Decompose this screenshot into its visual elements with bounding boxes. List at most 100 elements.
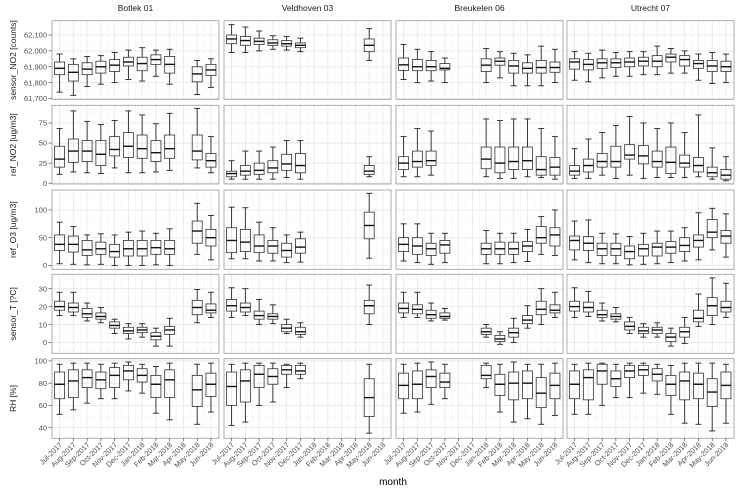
- box-iqr: [596, 58, 608, 69]
- box-iqr: [480, 364, 492, 380]
- box-iqr: [624, 245, 636, 260]
- box: [651, 45, 663, 76]
- box-iqr: [294, 326, 306, 335]
- box-iqr: [693, 59, 704, 69]
- box: [150, 123, 162, 173]
- box-iqr: [205, 303, 217, 314]
- box-iqr: [123, 132, 134, 158]
- box: [706, 207, 718, 251]
- box: [191, 289, 203, 324]
- box-iqr: [425, 59, 437, 72]
- facet-panel: [223, 358, 392, 439]
- box: [150, 366, 162, 414]
- box: [679, 316, 691, 344]
- box: [439, 363, 451, 400]
- box: [582, 138, 594, 179]
- box: [508, 118, 520, 179]
- box: [425, 232, 437, 265]
- facet-panel: [51, 273, 220, 354]
- panel-border: [395, 358, 564, 439]
- box: [693, 114, 704, 178]
- facet-panel: [51, 20, 220, 100]
- box: [494, 331, 506, 345]
- box: [720, 282, 732, 318]
- y-axis-title: RH [%]: [8, 385, 18, 412]
- box-iqr: [164, 369, 176, 399]
- box: [226, 363, 238, 426]
- box: [638, 51, 649, 76]
- box: [706, 147, 718, 180]
- panel-border: [566, 20, 735, 100]
- box: [569, 287, 580, 318]
- y-tick-label: 0: [43, 261, 47, 270]
- panel-border: [223, 273, 392, 354]
- box: [267, 304, 279, 325]
- box: [522, 305, 533, 329]
- box: [425, 130, 437, 176]
- box: [136, 230, 148, 266]
- box: [411, 362, 423, 413]
- y-tick-label: 0: [43, 179, 47, 188]
- box-iqr: [535, 156, 547, 176]
- box-iqr: [191, 134, 203, 161]
- facet-panel: [566, 189, 735, 270]
- box: [480, 48, 492, 84]
- box: [651, 322, 663, 338]
- facet-panel: [223, 273, 392, 354]
- box-iqr: [610, 145, 622, 168]
- box: [480, 118, 492, 178]
- box-iqr: [54, 234, 65, 251]
- box: [610, 307, 622, 323]
- panel-border: [51, 273, 220, 354]
- box: [164, 317, 176, 347]
- box-iqr: [54, 371, 65, 400]
- y-tick-label: 40: [39, 423, 47, 432]
- box: [281, 234, 293, 264]
- box: [109, 234, 121, 266]
- box: [81, 120, 93, 174]
- y-tick-label: 62,100: [24, 31, 47, 40]
- box: [535, 288, 547, 326]
- box: [281, 318, 293, 334]
- box-iqr: [596, 363, 608, 385]
- box: [136, 323, 148, 338]
- box: [363, 28, 375, 61]
- box: [480, 324, 492, 338]
- box: [191, 108, 203, 169]
- box-iqr: [665, 53, 677, 63]
- box-iqr: [294, 153, 306, 174]
- box: [54, 221, 65, 265]
- box: [398, 223, 410, 262]
- facet-panel: [51, 358, 220, 439]
- box: [549, 209, 561, 256]
- box-iqr: [363, 165, 375, 175]
- box: [665, 122, 677, 179]
- box-iqr: [81, 308, 93, 318]
- box-iqr: [693, 157, 704, 173]
- box: [610, 52, 622, 77]
- box: [81, 234, 93, 266]
- box: [651, 363, 663, 395]
- box: [494, 363, 506, 413]
- y-tick-label: 61,800: [24, 78, 47, 87]
- box: [205, 362, 217, 413]
- box: [109, 52, 121, 84]
- box: [665, 48, 677, 74]
- box: [535, 216, 547, 255]
- box: [54, 128, 65, 175]
- box: [95, 55, 107, 85]
- y-tick-label: 50: [39, 233, 47, 242]
- y-tick-label: 75: [39, 119, 47, 128]
- box-iqr: [281, 153, 293, 171]
- panel-border: [51, 358, 220, 439]
- box-iqr: [109, 367, 121, 389]
- y-tick-label: 62,000: [24, 47, 47, 56]
- box-iqr: [54, 300, 65, 311]
- box: [136, 47, 148, 82]
- box-iqr: [294, 238, 306, 254]
- panel-border: [51, 104, 220, 185]
- box: [95, 363, 107, 400]
- box: [706, 277, 718, 326]
- box: [411, 291, 423, 318]
- box: [54, 53, 65, 93]
